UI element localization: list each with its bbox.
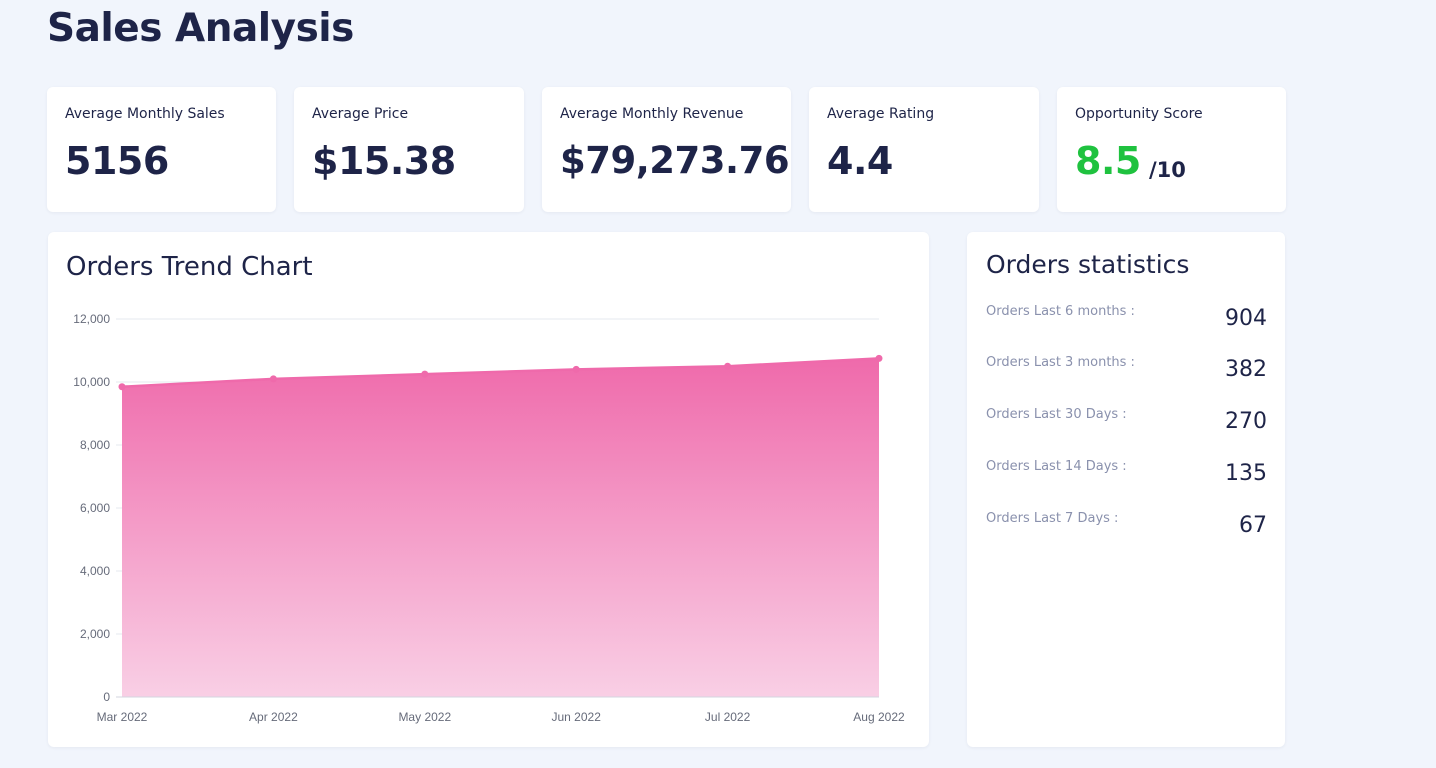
stat-label-14-days: Orders Last 14 Days :: [986, 459, 1127, 474]
data-point: [269, 375, 277, 383]
orders-trend-title: Orders Trend Chart: [66, 252, 313, 282]
stat-label-3-months: Orders Last 3 months :: [986, 355, 1135, 370]
orders-trend-panel: Orders Trend Chart 0 2,000 4,000 6,000 8,000…: [48, 232, 929, 747]
stat-value-14-days: 135: [1225, 461, 1267, 486]
y-tick-label: 6,000: [80, 501, 110, 515]
data-point: [724, 362, 732, 370]
y-tick-label: 0: [103, 690, 110, 704]
stat-label-30-days: Orders Last 30 Days :: [986, 407, 1127, 422]
stat-value-7-days: 67: [1239, 513, 1267, 538]
stat-label-6-months: Orders Last 6 months :: [986, 304, 1135, 319]
x-tick-label: Jul 2022: [705, 710, 751, 724]
kpi-card-average-price: Average Price $15.38: [294, 87, 524, 212]
x-tick-label: Jun 2022: [552, 710, 602, 724]
kpi-card-opportunity-score: Opportunity Score 8.5 /10: [1057, 87, 1286, 212]
kpi-value: $79,273.76: [560, 139, 790, 182]
data-point: [118, 383, 126, 391]
kpi-label: Average Monthly Sales: [65, 106, 225, 122]
y-tick-label: 10,000: [73, 375, 110, 389]
data-point: [421, 370, 429, 378]
kpi-label: Average Rating: [827, 106, 935, 122]
y-tick-label: 4,000: [80, 564, 110, 578]
opportunity-score-value: 8.5: [1075, 139, 1141, 183]
kpi-card-average-monthly-revenue: Average Monthly Revenue $79,273.76: [542, 87, 791, 212]
page-title: Sales Analysis: [47, 6, 354, 51]
orders-trend-chart: 0 2,000 4,000 6,000 8,000 10,000 12,000 Mar 202…: [73, 312, 905, 724]
opportunity-score-suffix: /10: [1149, 158, 1186, 182]
y-tick-label: 2,000: [80, 627, 110, 641]
series-line: [121, 357, 880, 388]
stat-value-30-days: 270: [1225, 409, 1267, 434]
kpi-label: Average Price: [312, 106, 409, 122]
stat-label-7-days: Orders Last 7 Days :: [986, 511, 1119, 526]
kpi-label: Opportunity Score: [1075, 106, 1203, 122]
data-point: [572, 365, 580, 373]
kpi-card-average-monthly-sales: Average Monthly Sales 5156: [47, 87, 276, 212]
x-tick-label: Mar 2022: [97, 710, 148, 724]
x-tick-label: Apr 2022: [249, 710, 298, 724]
y-tick-label: 8,000: [80, 438, 110, 452]
orders-statistics-title: Orders statistics: [986, 250, 1190, 279]
kpi-value: 4.4: [827, 139, 893, 183]
x-tick-label: Aug 2022: [853, 710, 905, 724]
kpi-value: 5156: [65, 139, 169, 183]
kpi-value: $15.38: [312, 139, 456, 183]
stat-value-6-months: 904: [1225, 306, 1267, 331]
data-point: [875, 354, 883, 362]
kpi-card-average-rating: Average Rating 4.4: [809, 87, 1039, 212]
orders-statistics-panel: Orders statistics Orders Last 6 months :…: [967, 232, 1285, 747]
stat-value-3-months: 382: [1225, 357, 1267, 382]
x-tick-label: May 2022: [398, 710, 451, 724]
y-tick-label: 12,000: [73, 312, 110, 326]
series-area: [122, 358, 879, 697]
kpi-label: Average Monthly Revenue: [560, 106, 744, 122]
